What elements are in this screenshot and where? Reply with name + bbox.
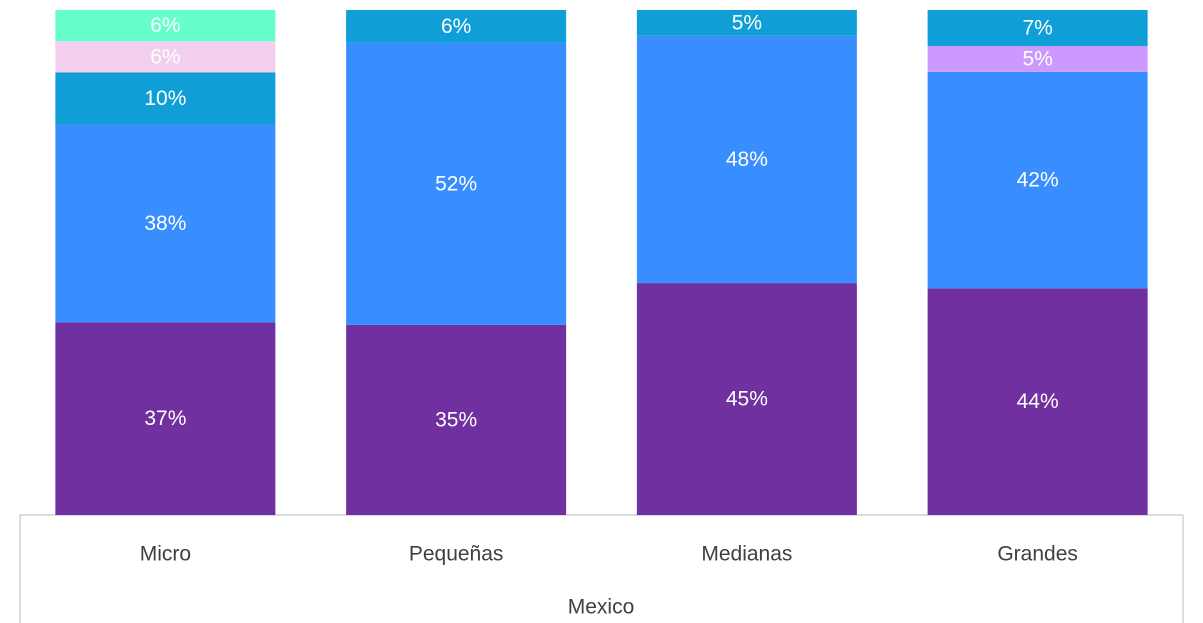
- data-label: 6%: [150, 14, 180, 37]
- data-label: 48%: [726, 148, 768, 171]
- bar-segment: [55, 72, 276, 125]
- data-label: 6%: [441, 15, 471, 38]
- data-label: 52%: [435, 172, 477, 195]
- x-tick-label: Grandes: [997, 543, 1078, 566]
- bar-segment: [346, 10, 567, 43]
- data-label: 5%: [1022, 48, 1052, 71]
- data-label: 42%: [1017, 169, 1059, 192]
- bar-segment: [927, 71, 1148, 289]
- data-label: 44%: [1017, 390, 1059, 413]
- bar-segment: [636, 283, 857, 515]
- bar-segment: [346, 324, 567, 515]
- x-tick-label: Pequeñas: [409, 543, 504, 566]
- data-label: 7%: [1022, 17, 1052, 40]
- x-tick-label: Medianas: [701, 543, 792, 566]
- x-tick-label: Micro: [140, 543, 191, 566]
- bar-segment: [55, 41, 276, 73]
- data-label: 5%: [732, 11, 762, 34]
- data-label: 38%: [144, 212, 186, 235]
- bar-segment: [346, 42, 567, 325]
- bar-segment: [927, 10, 1148, 47]
- data-label: 37%: [144, 407, 186, 430]
- bar-segment: [636, 35, 857, 284]
- data-label: 45%: [726, 388, 768, 411]
- group-label: Mexico: [568, 596, 635, 619]
- bar-segment: [55, 10, 276, 42]
- data-label: 35%: [435, 409, 477, 432]
- data-label: 6%: [150, 45, 180, 68]
- bar-segment: [55, 322, 276, 515]
- bar-segment: [55, 124, 276, 323]
- bar-segment: [927, 46, 1148, 72]
- data-label: 10%: [144, 87, 186, 110]
- bar-segment: [927, 288, 1148, 515]
- bar-segment: [636, 10, 857, 36]
